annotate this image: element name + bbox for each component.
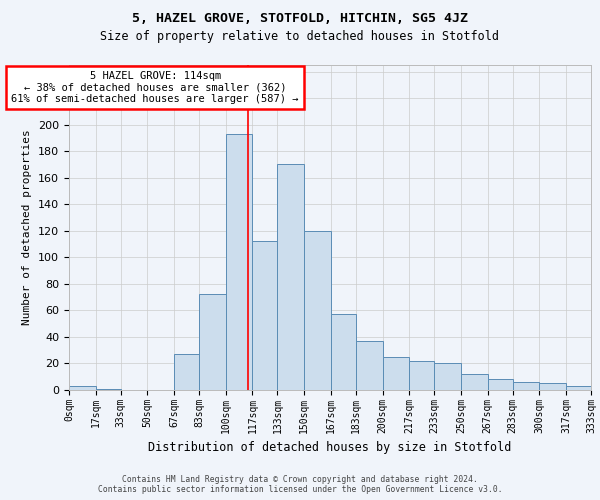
Bar <box>253 242 277 390</box>
Bar <box>383 357 409 390</box>
Y-axis label: Number of detached properties: Number of detached properties <box>22 130 32 326</box>
Bar <box>488 380 512 390</box>
Text: Size of property relative to detached houses in Stotfold: Size of property relative to detached ho… <box>101 30 499 43</box>
Bar <box>331 314 356 390</box>
Bar <box>226 134 253 390</box>
Bar <box>461 374 488 390</box>
Bar <box>95 388 121 390</box>
Bar <box>539 384 566 390</box>
Bar <box>174 354 199 390</box>
Bar <box>566 386 591 390</box>
Bar <box>304 231 331 390</box>
Text: 5, HAZEL GROVE, STOTFOLD, HITCHIN, SG5 4JZ: 5, HAZEL GROVE, STOTFOLD, HITCHIN, SG5 4… <box>132 12 468 24</box>
Bar <box>409 361 434 390</box>
Bar <box>69 386 95 390</box>
X-axis label: Distribution of detached houses by size in Stotfold: Distribution of detached houses by size … <box>148 441 512 454</box>
Bar <box>277 164 304 390</box>
Bar <box>434 364 461 390</box>
Text: 5 HAZEL GROVE: 114sqm
← 38% of detached houses are smaller (362)
61% of semi-det: 5 HAZEL GROVE: 114sqm ← 38% of detached … <box>11 71 299 104</box>
Bar <box>356 341 383 390</box>
Bar <box>512 382 539 390</box>
Text: Contains HM Land Registry data © Crown copyright and database right 2024.
Contai: Contains HM Land Registry data © Crown c… <box>98 474 502 494</box>
Bar <box>199 294 226 390</box>
